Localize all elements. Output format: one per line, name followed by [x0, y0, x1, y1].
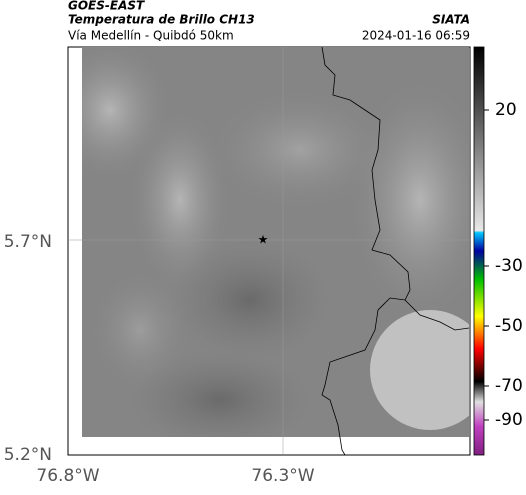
border: [321, 46, 411, 456]
colorbar-ticks: 20 -30 -50 -70 -90: [484, 100, 523, 430]
lon-label: 76.8°W: [36, 466, 99, 486]
timestamp: 2024-01-16 06:59: [362, 29, 470, 43]
border: [404, 299, 470, 331]
colorbar-label: -30: [495, 256, 523, 276]
lon-label: 76.3°W: [251, 466, 314, 486]
location-marker: ★: [258, 233, 269, 247]
colorbar-label: -70: [495, 376, 523, 396]
satellite-image: [82, 47, 469, 437]
colorbar: [473, 46, 485, 456]
colorbar-label: 20: [495, 100, 517, 120]
brand: SIATA: [432, 13, 470, 27]
lat-label: 5.2°N: [4, 445, 52, 465]
colorbar-label: -50: [495, 316, 523, 336]
colorbar-label: -90: [495, 410, 523, 430]
subtitle: Vía Medellín - Quibdó 50km: [68, 29, 234, 43]
title: Temperatura de Brillo CH13: [68, 13, 255, 27]
source: GOES-EAST: [68, 0, 145, 13]
lat-label: 5.7°N: [4, 232, 52, 252]
